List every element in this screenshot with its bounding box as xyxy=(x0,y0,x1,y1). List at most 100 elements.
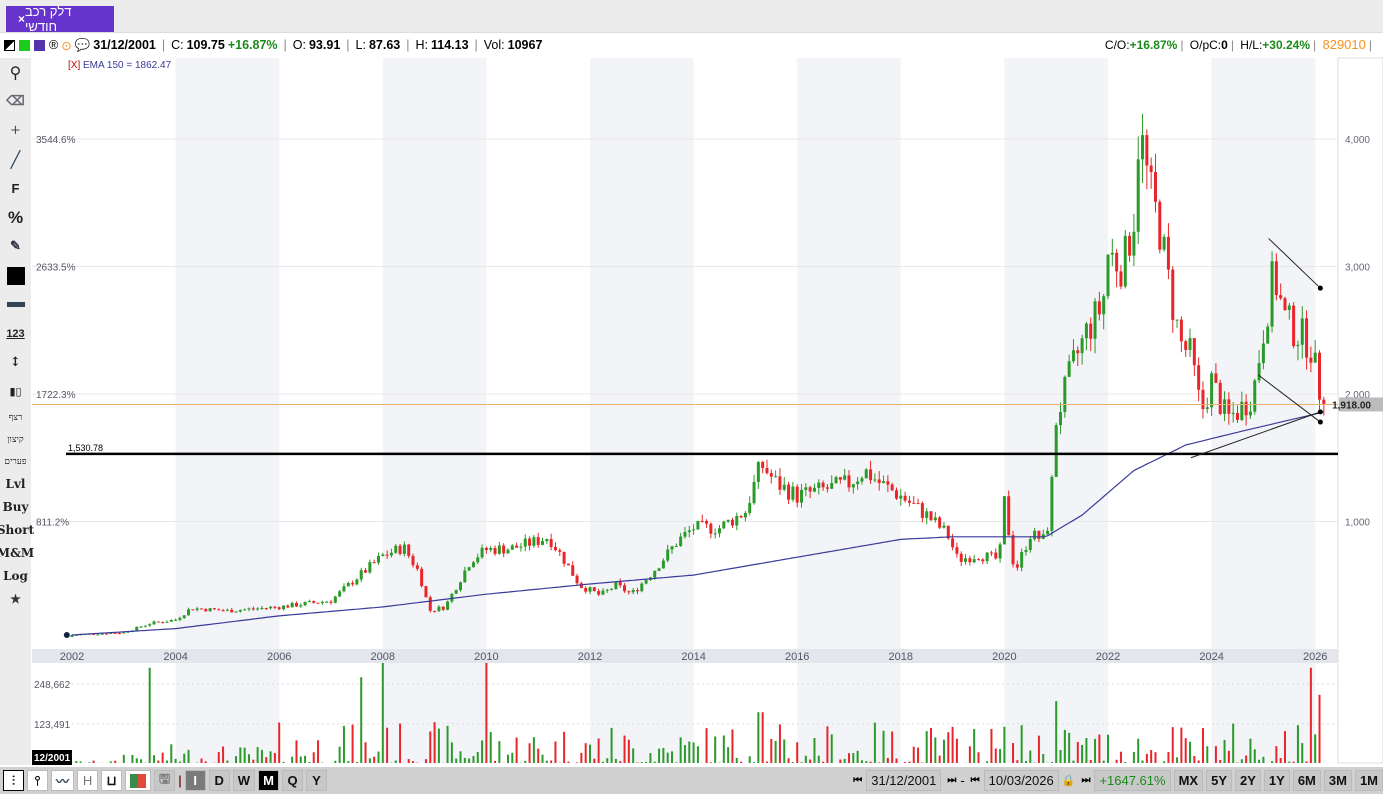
note-edit-icon[interactable]: ✎ xyxy=(10,239,21,254)
candle xyxy=(217,609,221,611)
price-chart[interactable]: 1,000 2,000 3,000 4,000 811.2% 1722.3% 2633.5%… xyxy=(0,0,1383,767)
candle xyxy=(726,519,730,522)
volume-bar xyxy=(636,762,639,763)
measure-button[interactable]: 123 xyxy=(6,327,25,340)
volume-bar xyxy=(947,732,950,763)
candle xyxy=(364,570,368,573)
period-monthly[interactable]: M xyxy=(258,770,280,791)
save-icon[interactable]: 🖫 xyxy=(154,770,176,791)
candle xyxy=(480,547,484,558)
candle xyxy=(117,633,121,635)
candle xyxy=(1236,413,1239,420)
draw-tool-icon[interactable] xyxy=(4,39,15,51)
line-tool-icon[interactable]: ╱ xyxy=(10,150,21,169)
volume-bar xyxy=(373,756,376,763)
candlestick-type-button[interactable]: ⫶ xyxy=(3,770,24,791)
candle xyxy=(303,601,307,606)
volume-axis-tick: 248,662 xyxy=(34,680,71,691)
start-last-icon[interactable]: ⏭ xyxy=(947,775,956,786)
candle-type-icon[interactable]: ▮▯ xyxy=(9,385,22,398)
volume-bar xyxy=(817,755,820,763)
range-6m[interactable]: 6M xyxy=(1292,770,1321,791)
range-1y[interactable]: 1Y xyxy=(1263,770,1290,791)
streak-button[interactable]: רצף xyxy=(8,412,23,423)
volume-bar xyxy=(791,761,794,763)
candle xyxy=(200,608,203,610)
range-1m[interactable]: 1M xyxy=(1354,770,1383,791)
fibonacci-button[interactable]: F xyxy=(11,181,20,196)
range-5y[interactable]: 5Y xyxy=(1206,770,1232,791)
volume-bar xyxy=(727,747,730,763)
candle xyxy=(165,621,169,623)
range-max[interactable]: MX xyxy=(1173,770,1204,791)
vertical-measure-icon[interactable]: ↕ xyxy=(10,355,21,370)
area-type-icon[interactable]: ⊔ xyxy=(101,770,123,791)
candle xyxy=(955,547,959,554)
candle xyxy=(623,585,627,592)
volume-bar xyxy=(830,734,833,763)
candle xyxy=(519,546,523,548)
end-first-icon[interactable]: ⏮ xyxy=(970,775,980,786)
excel-icon[interactable] xyxy=(34,39,45,51)
volume-bar xyxy=(1068,732,1071,763)
candle xyxy=(847,475,851,488)
short-button[interactable]: Short xyxy=(0,522,35,537)
line-type-button[interactable]: 〰 xyxy=(51,770,75,791)
end-date[interactable]: 10/03/2026 xyxy=(983,770,1059,791)
log-button[interactable]: Log xyxy=(3,568,28,583)
volume-bar xyxy=(252,759,255,763)
candle xyxy=(959,553,963,562)
target-icon[interactable]: ⊙ xyxy=(61,38,72,53)
candle xyxy=(493,547,497,554)
candle xyxy=(838,477,842,480)
color-picker[interactable] xyxy=(0,261,31,290)
volume-bar xyxy=(187,749,190,763)
favorite-star-icon[interactable]: ★ xyxy=(10,591,21,606)
extreme-button[interactable]: קיצון xyxy=(7,434,24,445)
candle xyxy=(282,605,286,610)
candle xyxy=(1179,319,1183,342)
level-button[interactable]: Lvl xyxy=(5,476,26,491)
end-last-icon[interactable]: ⏭ xyxy=(1081,775,1090,786)
start-date[interactable]: 31/12/2001 xyxy=(866,770,942,791)
ohlc-type-button[interactable]: ⫯ xyxy=(27,770,48,791)
candle xyxy=(1050,476,1054,531)
zoom-search-icon[interactable]: ⚲ xyxy=(9,63,22,82)
period-daily[interactable]: D xyxy=(208,770,230,791)
range-2y[interactable]: 2Y xyxy=(1235,770,1261,791)
registered-icon[interactable]: ® xyxy=(49,38,59,52)
period-intraday[interactable]: I xyxy=(184,770,206,791)
eraser-icon[interactable]: ⌫ xyxy=(6,94,25,109)
volume-bar xyxy=(804,755,807,763)
candle xyxy=(433,610,437,612)
hlc-type-button[interactable]: H xyxy=(77,770,99,791)
range-3m[interactable]: 3M xyxy=(1323,770,1352,791)
line-width-picker[interactable] xyxy=(0,290,31,319)
volume-bar xyxy=(511,752,514,763)
volume-bar xyxy=(705,728,708,763)
candle xyxy=(1309,357,1313,363)
high-value: 114.13 xyxy=(430,38,469,52)
chart-tab[interactable]: × דלק רכב חודשי xyxy=(6,4,114,34)
volume-bar xyxy=(342,726,345,763)
lock-icon[interactable]: 🔒 xyxy=(1061,775,1076,787)
start-first-icon[interactable]: ⏮ xyxy=(853,775,862,786)
candle xyxy=(692,529,696,531)
candle xyxy=(1093,301,1097,339)
tab-close-icon[interactable]: × xyxy=(18,12,26,26)
period-weekly[interactable]: W xyxy=(232,770,256,791)
comment-icon[interactable]: 💬 xyxy=(74,37,91,52)
percent-button[interactable]: % xyxy=(7,207,24,227)
color-bars-icon[interactable] xyxy=(125,770,152,791)
share-icon[interactable] xyxy=(19,39,30,51)
crosshair-icon[interactable]: + xyxy=(10,123,21,138)
period-yearly[interactable]: Y xyxy=(306,770,328,791)
mm-button[interactable]: M&M xyxy=(0,545,35,560)
period-quarterly[interactable]: Q xyxy=(282,770,304,791)
candle xyxy=(882,481,886,483)
buy-button[interactable]: Buy xyxy=(2,499,29,514)
volume-bar xyxy=(740,761,743,763)
volume-bar xyxy=(1223,739,1226,763)
gaps-button[interactable]: פערים xyxy=(4,456,27,467)
volume-bar xyxy=(968,746,971,763)
